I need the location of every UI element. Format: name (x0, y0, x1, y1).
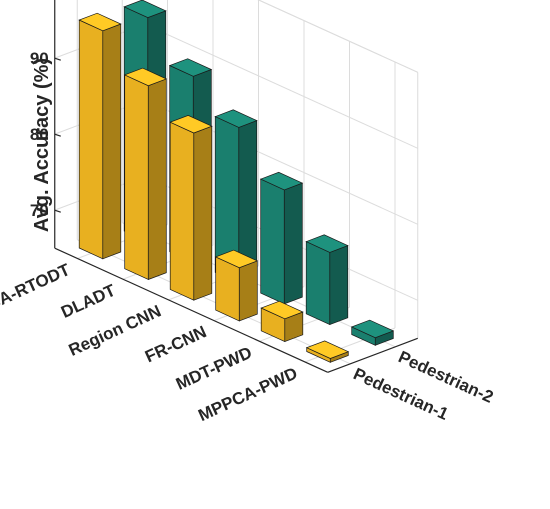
y-tick-label: 70 (30, 201, 49, 220)
bar-Pedestrian-1-FR-CNN (214, 249, 259, 322)
y-tick-label: 80 (30, 125, 49, 144)
bar-top-face (168, 58, 213, 77)
bar-Pedestrian-1-CIHSA-RTODT (78, 12, 122, 260)
floor-gridline (122, 222, 396, 348)
bar-top-face (259, 171, 304, 191)
bar-front-face (169, 121, 195, 301)
y-tick (54, 133, 61, 137)
bar-Pedestrian-1-MPPCA-PWD (305, 340, 350, 363)
bar-side-face (329, 245, 349, 326)
bar-top-face (78, 12, 122, 32)
y-axis-label: Avg. Accuracy (%) (31, 58, 53, 232)
bar-Pedestrian-1-DLADT (123, 67, 168, 281)
bar-front-face (215, 256, 240, 322)
bar-front-face (78, 19, 104, 260)
bar-side-face (238, 260, 258, 322)
y-tick-label: 90 (30, 49, 49, 68)
bar-top-face (123, 67, 168, 87)
bar-top-face (350, 319, 395, 339)
bar-side-face (193, 125, 213, 301)
bars (78, 0, 395, 363)
bar-side-face (102, 23, 122, 260)
bar-Pedestrian-2-FR-CNN (259, 171, 304, 305)
bar-front-face (305, 241, 331, 326)
bar-front-face (124, 74, 149, 281)
axis-line (54, 247, 328, 373)
bar-side-face (283, 182, 303, 305)
wall-border (257, 0, 418, 73)
category-label: DLADT (58, 280, 119, 321)
y-tick (54, 209, 61, 213)
bar-top-face (305, 340, 350, 359)
bar-top-face (214, 249, 259, 269)
y-tick (54, 57, 61, 61)
bar-Pedestrian-2-MDT-PWD (305, 234, 349, 326)
bar-top-face (260, 300, 304, 320)
wall-gridline (144, 23, 418, 149)
bar-front-face (260, 178, 285, 305)
bar-top-face (169, 115, 213, 134)
axis-line (327, 337, 418, 373)
bar-side-face (147, 78, 167, 281)
bar-top-face (123, 0, 167, 18)
floor-gridline (77, 239, 351, 365)
bar-Pedestrian-1-Region CNN (169, 115, 213, 301)
bar-top-face (305, 234, 349, 253)
bar-top-face (214, 109, 258, 128)
bar-Pedestrian-2-MPPCA-PWD (350, 319, 395, 346)
bar-Pedestrian-1-MDT-PWD (260, 300, 304, 343)
category-label: FR-CNN (142, 322, 209, 366)
